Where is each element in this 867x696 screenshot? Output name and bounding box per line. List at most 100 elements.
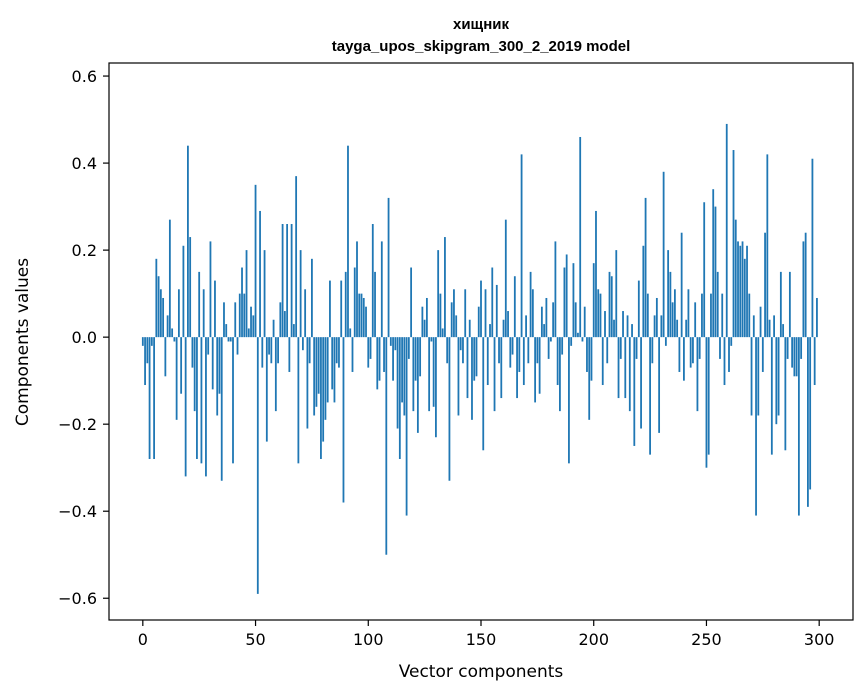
bar xyxy=(577,332,579,338)
bar xyxy=(531,289,534,338)
bar xyxy=(547,337,550,359)
bar xyxy=(297,337,300,464)
bar xyxy=(455,315,458,338)
bar xyxy=(290,224,293,338)
bar xyxy=(450,302,453,338)
bar xyxy=(701,293,703,338)
bar xyxy=(714,206,717,338)
y-tick-label: 0.6 xyxy=(72,67,97,86)
bar xyxy=(680,232,683,338)
bar xyxy=(761,337,764,372)
y-tick-label: 0.0 xyxy=(72,328,97,347)
bar xyxy=(241,267,243,338)
bar xyxy=(529,271,532,338)
bar xyxy=(459,337,462,351)
bar xyxy=(419,337,422,377)
bar xyxy=(464,289,467,338)
bar xyxy=(405,337,408,516)
bar xyxy=(572,263,575,338)
bar xyxy=(232,337,234,464)
bar xyxy=(401,337,403,403)
bar xyxy=(428,337,431,412)
bar xyxy=(286,224,289,338)
bar xyxy=(777,337,780,416)
bar xyxy=(786,337,789,359)
bar xyxy=(471,337,473,420)
bar xyxy=(664,337,667,346)
bar xyxy=(227,337,230,342)
bar xyxy=(748,293,751,338)
x-axis: 0 50 100 150 200 250 300 xyxy=(138,620,834,649)
bar xyxy=(214,280,216,338)
bar xyxy=(162,297,165,338)
bar xyxy=(552,302,555,338)
bar xyxy=(719,337,721,359)
bar xyxy=(180,337,183,394)
bar xyxy=(432,337,435,407)
bar xyxy=(421,306,424,338)
bar xyxy=(525,315,527,338)
bar xyxy=(398,337,401,459)
bar xyxy=(540,306,543,338)
bar xyxy=(633,337,636,446)
bar xyxy=(795,337,798,377)
bar xyxy=(601,337,604,386)
bar xyxy=(187,145,189,338)
bar xyxy=(394,337,397,351)
bar xyxy=(315,337,318,407)
bar xyxy=(705,337,708,468)
bar xyxy=(583,306,586,338)
bar xyxy=(538,337,541,394)
bar xyxy=(649,337,651,455)
bar xyxy=(367,337,370,368)
bar xyxy=(466,337,469,399)
bar xyxy=(207,337,210,355)
y-axis-label: Components values xyxy=(13,258,33,426)
bar xyxy=(615,250,618,338)
bar xyxy=(725,123,728,338)
bar xyxy=(516,337,518,399)
bar xyxy=(238,293,241,338)
bar xyxy=(243,293,246,338)
bar xyxy=(166,315,169,338)
bar xyxy=(549,337,552,342)
bar xyxy=(268,337,270,355)
bar xyxy=(340,280,343,338)
bar xyxy=(153,337,155,459)
bar xyxy=(365,306,367,338)
bar xyxy=(265,337,268,442)
bar xyxy=(407,337,410,359)
bar xyxy=(599,293,602,338)
bar xyxy=(392,337,394,381)
bar xyxy=(574,302,577,338)
bar xyxy=(741,241,744,338)
bar xyxy=(144,337,146,386)
bar xyxy=(543,324,546,338)
bar xyxy=(380,241,383,338)
bar xyxy=(500,337,503,399)
bar xyxy=(333,337,336,403)
bar xyxy=(619,337,622,359)
bar xyxy=(437,250,440,338)
bar xyxy=(669,271,672,338)
bar xyxy=(658,337,661,433)
bar xyxy=(329,280,331,338)
bar xyxy=(631,324,633,338)
bar xyxy=(468,319,471,338)
bar xyxy=(484,289,487,338)
bar xyxy=(308,337,311,364)
bar xyxy=(685,319,688,338)
bar xyxy=(782,324,785,338)
bar xyxy=(626,315,629,338)
bar xyxy=(177,289,180,338)
bar xyxy=(236,337,239,355)
bar xyxy=(595,210,597,338)
bar xyxy=(637,280,640,338)
bar xyxy=(182,245,185,338)
bar xyxy=(389,337,392,346)
bar xyxy=(513,276,516,338)
bar xyxy=(588,337,591,420)
bar xyxy=(581,337,584,342)
bar xyxy=(768,319,771,338)
bar xyxy=(635,337,638,359)
